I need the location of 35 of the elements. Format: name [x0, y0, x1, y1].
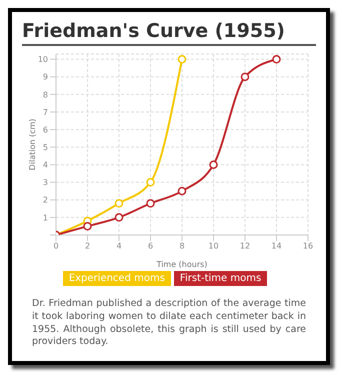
- y-axis-title: Dilation (cm): [28, 118, 37, 170]
- x-axis-title: Time (hours): [156, 260, 208, 269]
- x-tick-label: 6: [148, 242, 154, 251]
- x-tick-label: 8: [179, 242, 185, 251]
- y-tick-label: 2: [42, 196, 48, 205]
- x-tick-label: 10: [208, 242, 219, 251]
- y-tick-label: 8: [42, 90, 48, 100]
- point: [272, 55, 281, 64]
- y-tick-label: 9: [42, 72, 48, 82]
- y-tick-label: 1: [42, 213, 48, 222]
- x-tick-label: 12: [240, 242, 250, 251]
- y-tick-label: 3: [42, 178, 48, 188]
- point: [114, 213, 124, 222]
- y-tick-label: 6: [42, 125, 48, 134]
- x-tick-label: 14: [271, 242, 282, 251]
- point: [178, 55, 186, 64]
- y-tick-label: 4: [42, 160, 48, 170]
- text: Dr. Friedman published a description of the average time it took laboring women to dilate each centimeter back in 1955. Although obsolete, this graph is still used by care providers today.: [32, 298, 306, 350]
- x-tick-label: 16: [302, 242, 314, 251]
- point: [240, 72, 250, 82]
- point: [114, 199, 124, 208]
- x-tick-label: 4: [116, 242, 122, 251]
- point: [178, 186, 186, 196]
- y-tick-label: 7: [42, 108, 48, 117]
- y-tick-label: 5: [42, 142, 48, 152]
- point: [83, 222, 92, 230]
- x-tick-label: 2: [84, 242, 90, 251]
- x-tick-label: 0: [53, 242, 59, 251]
- chart-title: Friedman's Curve (1955): [22, 20, 316, 46]
- text: Experienced moms: [62, 271, 171, 286]
- point: [146, 199, 155, 208]
- point: [209, 160, 218, 169]
- y-tick-label: 10: [38, 55, 48, 64]
- point: [146, 178, 155, 187]
- text: First-time moms: [174, 271, 268, 286]
